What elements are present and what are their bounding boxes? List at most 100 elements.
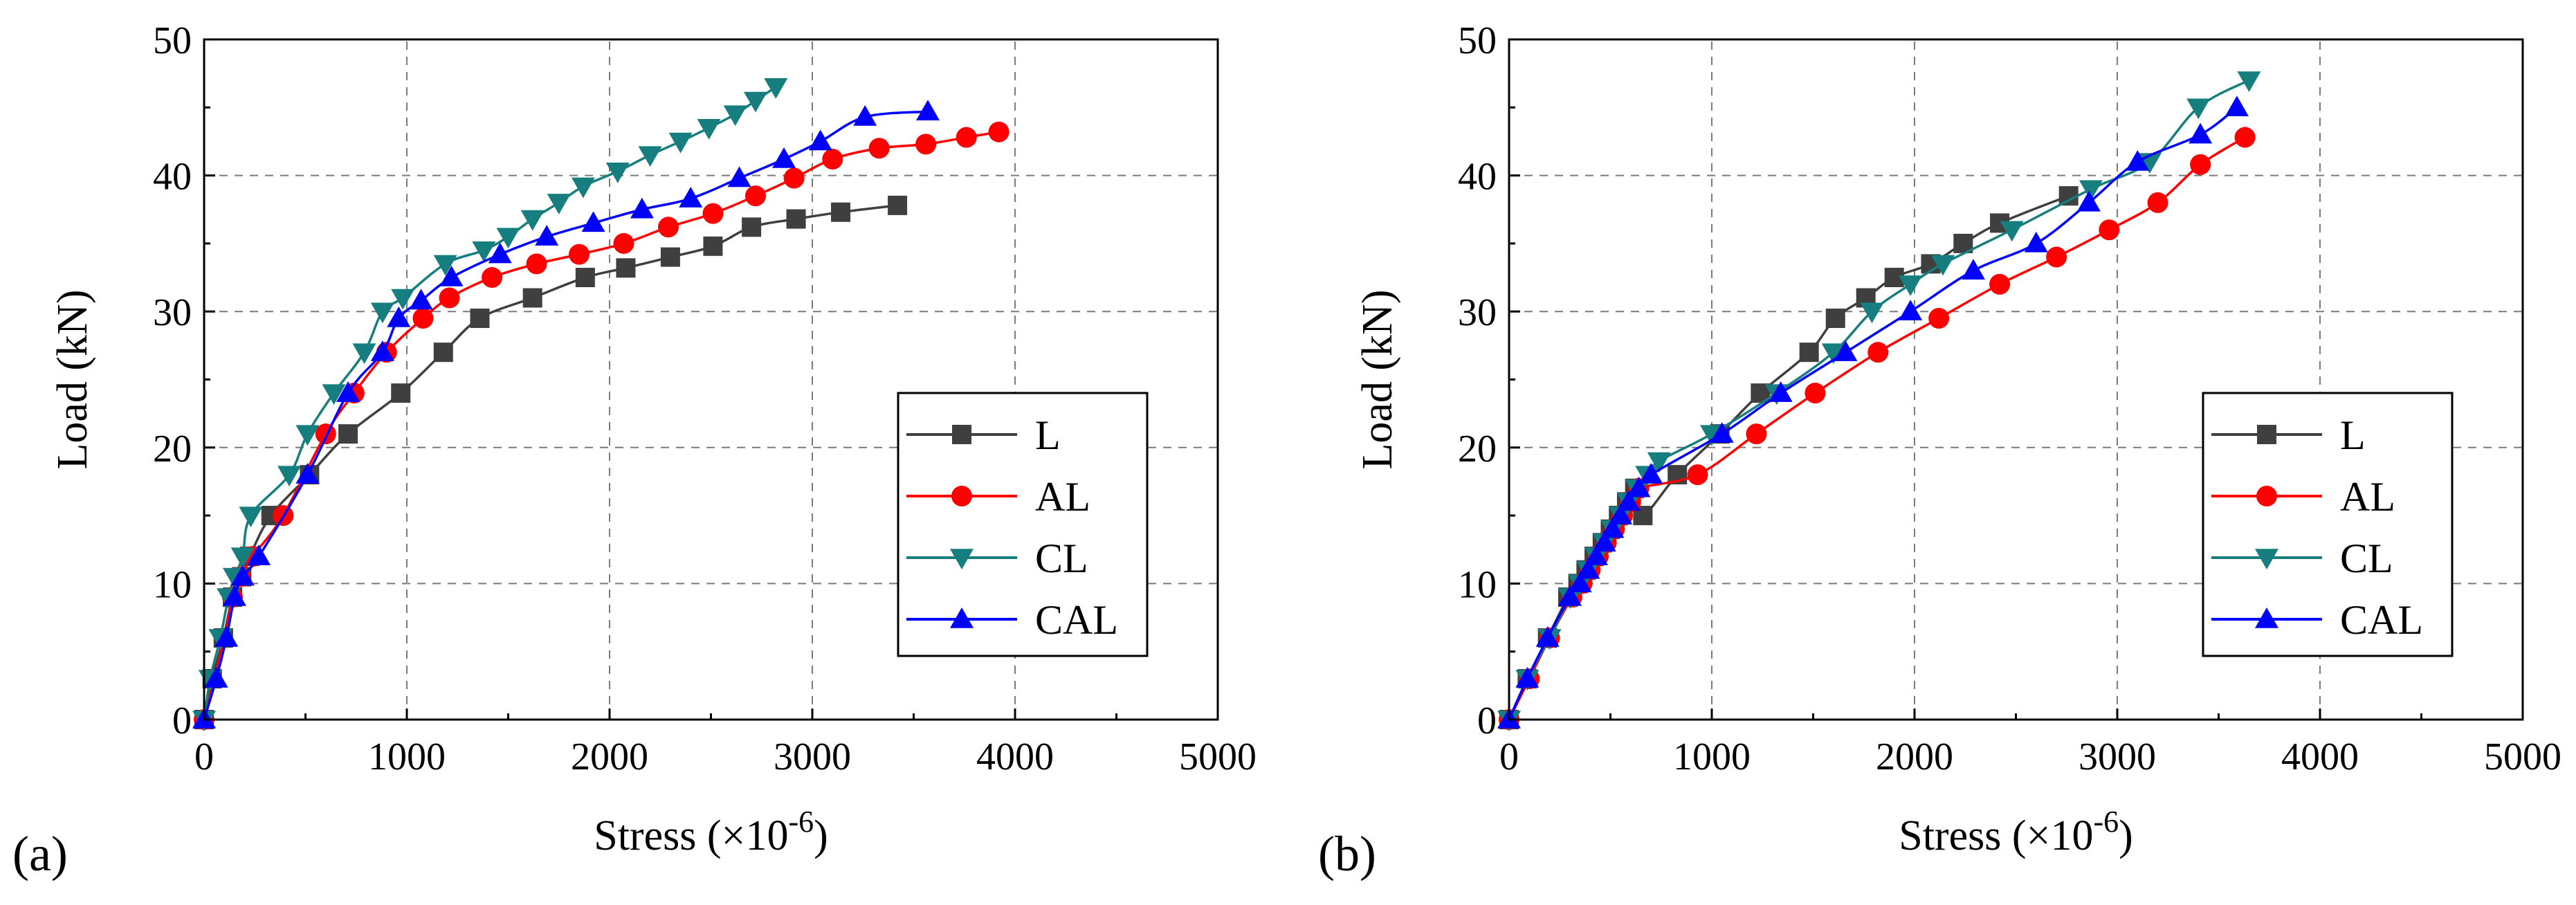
y-axis-title: Load (kN) xyxy=(1354,290,1401,470)
data-point-cl xyxy=(370,302,394,324)
legend-label-l: L xyxy=(1035,412,1061,458)
chart-panel-a: (a) 0 1000 2000 3000 4000 5000 0 10 20 30 40 50 Stre… xyxy=(12,19,1257,881)
data-point-cal xyxy=(1769,381,1793,402)
data-point-al xyxy=(1746,423,1767,445)
y-axis-title: Load (kN) xyxy=(49,290,96,470)
legend: L AL CL CAL xyxy=(897,392,1149,657)
x-tick-label: 2000 xyxy=(571,735,648,778)
series-line-l xyxy=(203,204,898,720)
data-point-l xyxy=(1825,309,1845,329)
series-line-cl xyxy=(203,86,777,720)
panel-label-b: (b) xyxy=(1318,826,1376,881)
data-point-al xyxy=(2147,192,2168,213)
legend-box xyxy=(897,392,1149,657)
data-point-cal xyxy=(387,307,411,327)
data-point-cal xyxy=(1616,490,1641,511)
y-tick-label: 50 xyxy=(153,19,192,62)
data-point-l xyxy=(786,209,806,229)
data-point-cal xyxy=(916,100,940,120)
legend-marker-cal xyxy=(2255,607,2278,628)
data-point-cal xyxy=(247,545,271,565)
data-point-cl xyxy=(2079,180,2103,201)
data-point-cal xyxy=(1710,422,1734,443)
data-point-cal xyxy=(771,147,796,168)
data-point-cal xyxy=(222,585,246,606)
data-point-cal xyxy=(2189,122,2213,144)
legend-marker-al xyxy=(2256,486,2277,506)
x-axis-title-end: ) xyxy=(2119,812,2133,859)
data-point-cl xyxy=(605,162,630,183)
legend-marker-l xyxy=(2257,425,2276,444)
data-point-cl xyxy=(322,384,346,405)
data-point-cal xyxy=(853,105,877,126)
y-tick-label: 40 xyxy=(153,156,192,199)
data-point-cal xyxy=(230,565,255,586)
data-point-cl xyxy=(2186,98,2211,120)
data-point-cl xyxy=(743,91,767,113)
data-point-al xyxy=(1867,342,1889,363)
data-point-al xyxy=(1989,273,2011,295)
x-axis-title-superscript: -6 xyxy=(2093,805,2119,839)
data-point-al xyxy=(745,185,766,207)
data-point-cl xyxy=(723,105,747,127)
series-line-l xyxy=(1508,194,2070,720)
x-axis-title-end: ) xyxy=(814,812,828,859)
data-point-cl xyxy=(433,255,457,276)
data-point-cal xyxy=(1558,585,1582,606)
y-tick-label: 0 xyxy=(1477,700,1497,742)
panel-label-a: (a) xyxy=(12,826,68,881)
data-point-cal xyxy=(1609,504,1633,524)
data-point-cal xyxy=(1515,667,1540,688)
data-point-al xyxy=(657,217,679,238)
data-point-cl xyxy=(1647,452,1671,473)
y-tick-label: 30 xyxy=(153,291,192,334)
data-point-cal xyxy=(727,166,751,188)
legend-label-cl: CL xyxy=(1035,536,1088,581)
data-point-cl xyxy=(295,425,320,446)
data-point-cal xyxy=(488,242,512,264)
data-point-cal xyxy=(679,187,703,208)
data-point-al xyxy=(439,287,460,309)
data-point-cl xyxy=(2237,71,2261,92)
data-point-l xyxy=(1799,342,1819,363)
x-axis-title: Stress (×10-6) xyxy=(594,805,828,859)
data-point-cal xyxy=(1834,340,1858,361)
data-point-al xyxy=(988,121,1010,143)
data-point-cl xyxy=(668,132,693,154)
data-point-cl xyxy=(391,289,415,310)
data-point-al xyxy=(482,267,503,289)
x-tick-label: 3000 xyxy=(774,735,851,778)
data-point-cl xyxy=(239,506,263,528)
data-point-cal xyxy=(808,129,832,151)
chart-panel-b: (b) 0 1000 2000 3000 4000 5000 0 10 20 30 40 50 Stre… xyxy=(1318,19,2561,881)
data-point-al xyxy=(868,138,890,159)
y-tick-label: 30 xyxy=(1458,291,1497,334)
data-point-cal xyxy=(1568,572,1592,593)
data-point-cal xyxy=(295,463,320,484)
y-tick-label: 50 xyxy=(1458,19,1497,62)
data-point-cal xyxy=(1600,517,1625,538)
legend-label-al: AL xyxy=(2340,474,2395,520)
data-point-l xyxy=(703,236,723,256)
data-point-cl xyxy=(472,241,496,262)
x-axis-title-text: Stress (×10 xyxy=(1899,812,2093,859)
data-point-cal xyxy=(2225,95,2249,117)
data-point-al xyxy=(315,423,336,445)
x-tick-label: 2000 xyxy=(1876,735,1953,778)
data-point-cal xyxy=(630,197,654,219)
data-point-l xyxy=(575,268,595,288)
data-point-al xyxy=(1928,308,1950,329)
data-point-cal xyxy=(1576,558,1600,579)
data-point-al xyxy=(1805,383,1826,404)
y-tick-label: 20 xyxy=(153,428,192,470)
x-axis-title-superscript: -6 xyxy=(788,805,814,839)
data-point-al xyxy=(569,244,590,265)
y-tick-label: 10 xyxy=(153,563,192,606)
data-point-cl xyxy=(571,177,595,199)
data-point-cal xyxy=(214,626,239,647)
data-point-cl xyxy=(638,146,662,167)
legend-marker-cl xyxy=(950,549,974,569)
data-point-cal xyxy=(439,266,464,286)
data-point-cal xyxy=(370,340,394,361)
